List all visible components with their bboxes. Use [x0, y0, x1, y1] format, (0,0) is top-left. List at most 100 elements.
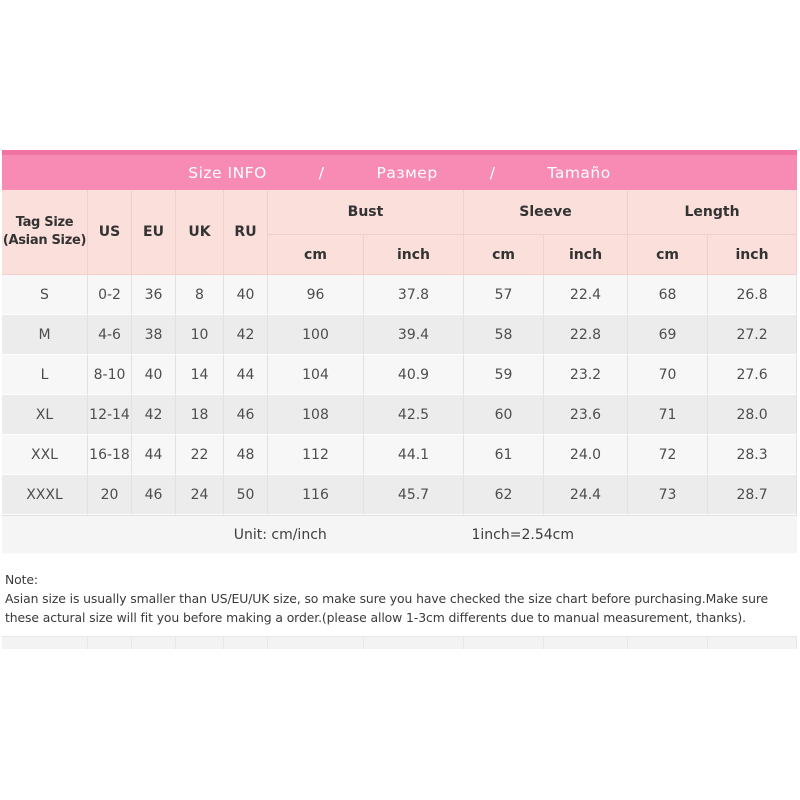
row-size-label: XXXL [2, 475, 88, 515]
table-cell: 72 [628, 435, 709, 475]
unit-footer-row: Unit: cm/inch 1inch=2.54cm [2, 515, 798, 554]
header-bust-cm: cm [268, 235, 364, 275]
title-size-info: Size INFO [188, 163, 267, 182]
strip-cell [268, 636, 364, 649]
table-cell: 22.4 [544, 275, 629, 315]
table-cell: 24.4 [544, 475, 629, 515]
table-cell: 58 [464, 315, 545, 355]
strip-cell [544, 636, 628, 649]
table-cell: 61 [464, 435, 545, 475]
strip-cell [88, 636, 132, 649]
table-cell: 20 [88, 475, 132, 515]
table-cell: 48 [224, 435, 268, 475]
table-cell: 104 [268, 355, 364, 395]
table-cell: 23.2 [544, 355, 629, 395]
header-length: Length [628, 190, 798, 235]
table-cell: 42 [132, 395, 176, 435]
table-cell: 23.6 [544, 395, 629, 435]
table-cell: 18 [176, 395, 224, 435]
table-cell: 27.2 [708, 315, 798, 355]
table-cell: 46 [132, 475, 176, 515]
table-cell: 60 [464, 395, 545, 435]
table-cell: 71 [628, 395, 709, 435]
table-cell: 37.8 [364, 275, 465, 315]
inch-conversion-label: 1inch=2.54cm [471, 526, 574, 543]
header-length-inch: inch [708, 235, 798, 275]
header-ru: RU [224, 190, 268, 275]
table-cell: 28.0 [708, 395, 798, 435]
title-separator: / [318, 163, 325, 182]
table-cell: 69 [628, 315, 709, 355]
table-cell: 50 [224, 475, 268, 515]
table-cell: 38 [132, 315, 176, 355]
title-separator: / [489, 163, 496, 182]
table-cell: 42.5 [364, 395, 465, 435]
header-sleeve: Sleeve [464, 190, 629, 235]
table-cell: 40.9 [364, 355, 465, 395]
table-cell: 28.7 [708, 475, 798, 515]
table-cell: 62 [464, 475, 545, 515]
note-block: Note: Asian size is usually smaller than… [5, 570, 795, 628]
table-cell: 24.0 [544, 435, 629, 475]
header-sleeve-inch: inch [544, 235, 629, 275]
table-row: L 8-10 40 14 44 104 40.9 59 23.2 70 27.6 [2, 355, 798, 395]
table-cell: 46 [224, 395, 268, 435]
note-label: Note: [5, 572, 39, 587]
size-chart: Size INFO / Размер / Tamaño Tag Size (As… [2, 150, 798, 649]
header-bust-inch: inch [364, 235, 465, 275]
size-table-body: S 0-2 36 8 40 96 37.8 57 22.4 68 26.8 M 4-6 38 10 42 100… [2, 275, 798, 515]
table-cell: 42 [224, 315, 268, 355]
cropped-next-table-row [2, 635, 797, 649]
title-tamano: Tamaño [547, 163, 611, 182]
table-cell: 57 [464, 275, 545, 315]
header-uk: UK [176, 190, 224, 275]
table-cell: 40 [132, 355, 176, 395]
table-cell: 73 [628, 475, 709, 515]
table-cell: 0-2 [88, 275, 132, 315]
title-razmer: Размер [376, 163, 438, 182]
table-row: XXXL 20 46 24 50 116 45.7 62 24.4 73 28.7 [2, 475, 798, 515]
table-cell: 70 [628, 355, 709, 395]
table-cell: 14 [176, 355, 224, 395]
row-size-label: M [2, 315, 88, 355]
size-table: Tag Size (Asian Size) US EU UK RU Bust S… [2, 190, 798, 554]
table-cell: 36 [132, 275, 176, 315]
strip-cell [364, 636, 464, 649]
strip-cell [628, 636, 708, 649]
header-us: US [88, 190, 132, 275]
table-cell: 28.3 [708, 435, 798, 475]
table-cell: 44.1 [364, 435, 465, 475]
strip-cell [2, 636, 88, 649]
table-cell: 24 [176, 475, 224, 515]
table-row: XL 12-14 42 18 46 108 42.5 60 23.6 71 28.0 [2, 395, 798, 435]
row-size-label: XL [2, 395, 88, 435]
header-tag-size: Tag Size (Asian Size) [2, 190, 88, 275]
table-cell: 12-14 [88, 395, 132, 435]
table-cell: 39.4 [364, 315, 465, 355]
note-text: Asian size is usually smaller than US/EU… [5, 591, 769, 626]
header-sleeve-cm: cm [464, 235, 545, 275]
table-cell: 108 [268, 395, 364, 435]
unit-label: Unit: cm/inch [233, 526, 327, 543]
row-size-label: XXL [2, 435, 88, 475]
table-row: S 0-2 36 8 40 96 37.8 57 22.4 68 26.8 [2, 275, 798, 315]
table-cell: 68 [628, 275, 709, 315]
table-cell: 4-6 [88, 315, 132, 355]
table-row: M 4-6 38 10 42 100 39.4 58 22.8 69 27.2 [2, 315, 798, 355]
table-cell: 40 [224, 275, 268, 315]
table-cell: 100 [268, 315, 364, 355]
strip-cell [464, 636, 544, 649]
table-cell: 16-18 [88, 435, 132, 475]
table-cell: 8 [176, 275, 224, 315]
row-size-label: S [2, 275, 88, 315]
header-bust: Bust [268, 190, 465, 235]
strip-cell [708, 636, 797, 649]
table-cell: 27.6 [708, 355, 798, 395]
table-row: XXL 16-18 44 22 48 112 44.1 61 24.0 72 28.3 [2, 435, 798, 475]
table-cell: 44 [132, 435, 176, 475]
table-cell: 10 [176, 315, 224, 355]
header-length-cm: cm [628, 235, 709, 275]
strip-cell [176, 636, 224, 649]
table-cell: 8-10 [88, 355, 132, 395]
strip-cell [224, 636, 268, 649]
